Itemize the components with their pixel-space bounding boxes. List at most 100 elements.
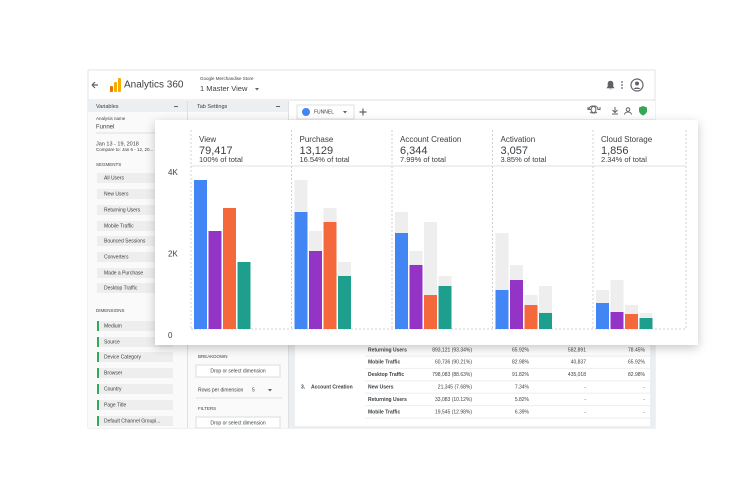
value-cell: 435,018 bbox=[568, 372, 586, 378]
step-total: 13,129 bbox=[300, 145, 334, 157]
table-body: Returning Users 893,121 (93.34%) 65.92% 582… bbox=[301, 347, 650, 419]
view-selector[interactable]: 1 Master View bbox=[200, 84, 248, 93]
tab-menu-arrow[interactable] bbox=[343, 111, 347, 114]
drop-placeholder: Drop or select dimension bbox=[210, 420, 266, 426]
collapse-icon[interactable] bbox=[276, 106, 280, 107]
dimension-chip[interactable] bbox=[97, 416, 173, 426]
y-tick-label: 4K bbox=[168, 168, 178, 177]
notifications-icon[interactable] bbox=[606, 80, 615, 90]
bar bbox=[194, 180, 207, 329]
view-dropdown-arrow[interactable] bbox=[255, 88, 259, 91]
analysis-name[interactable]: Funnel bbox=[96, 125, 114, 131]
segment-chip[interactable] bbox=[97, 268, 173, 278]
dimension-chip[interactable] bbox=[97, 352, 173, 362]
bar bbox=[495, 290, 509, 329]
dimension-marker bbox=[97, 352, 99, 362]
segment-chip[interactable] bbox=[97, 173, 173, 183]
dimension-label: Device Category bbox=[104, 354, 141, 360]
value-cell: 19,545 (12.98%) bbox=[435, 409, 472, 415]
step-share: 2.34% of total bbox=[601, 155, 647, 164]
dimensions-title: DIMENSIONS bbox=[96, 308, 125, 313]
date-range[interactable]: Jan 13 - 19, 2018 bbox=[96, 141, 139, 147]
step-share: 3.85% of total bbox=[501, 155, 547, 164]
segment-chip[interactable] bbox=[97, 221, 173, 231]
more-menu[interactable] bbox=[621, 81, 623, 89]
breakdown-title: BREAKDOWN bbox=[198, 354, 228, 359]
dimension-chip[interactable] bbox=[97, 337, 173, 347]
bar bbox=[323, 221, 337, 329]
dimension-marker bbox=[97, 321, 99, 331]
dimension-marker bbox=[97, 368, 99, 378]
dimension-label: Country bbox=[104, 386, 122, 392]
tab-settings-title: Tab Settings bbox=[197, 104, 228, 110]
segment-label: Bounced Sessions bbox=[104, 238, 146, 244]
value-cell: 91.82% bbox=[512, 372, 530, 378]
account-avatar[interactable] bbox=[630, 78, 644, 92]
segment-chip[interactable] bbox=[97, 205, 173, 215]
collapse-icon[interactable] bbox=[174, 106, 178, 107]
drop-placeholder: Drop or select dimension bbox=[210, 368, 266, 374]
step-total: 79,417 bbox=[199, 145, 233, 157]
value-cell: 33,083 (10.12%) bbox=[435, 397, 472, 403]
breakdown-drop-zone[interactable] bbox=[195, 364, 281, 378]
value-cell: 65.92% bbox=[628, 360, 646, 366]
dimension-chip[interactable] bbox=[97, 368, 173, 378]
add-tab-button[interactable] bbox=[359, 108, 367, 116]
y-tick-label: 2K bbox=[168, 250, 178, 259]
dimension-marker bbox=[97, 337, 99, 347]
rows-label: Rows per dimension bbox=[198, 387, 244, 393]
toolbar-icons[interactable] bbox=[587, 105, 632, 115]
step-total: 6,344 bbox=[400, 145, 428, 157]
bar bbox=[639, 317, 653, 329]
bar bbox=[208, 230, 222, 329]
bar bbox=[237, 262, 251, 329]
step-share: 100% of total bbox=[199, 155, 243, 164]
segments-title: SEGMENTS bbox=[96, 162, 121, 167]
segment-label: Converters bbox=[104, 254, 129, 260]
rows-dropdown-arrow[interactable] bbox=[268, 389, 272, 392]
segment-cell: Returning Users bbox=[368, 397, 407, 403]
dimension-chip[interactable] bbox=[97, 384, 173, 394]
segment-chip[interactable] bbox=[97, 189, 173, 199]
value-cell: 7.34% bbox=[515, 385, 530, 391]
tab-label: FUNNEL bbox=[314, 109, 334, 115]
segment-label: Returning Users bbox=[104, 207, 141, 213]
value-cell: 60,736 (90.21%) bbox=[435, 360, 472, 366]
value-cell: 6.39% bbox=[515, 409, 530, 415]
dimension-marker bbox=[97, 400, 99, 410]
dimension-chip[interactable] bbox=[97, 321, 173, 331]
dimension-label: Page Title bbox=[104, 402, 126, 408]
analysis-name-label: Analysis name bbox=[96, 116, 126, 121]
segment-chip[interactable] bbox=[97, 252, 173, 262]
step-number: 3. bbox=[301, 385, 306, 391]
step-name: Cloud Storage bbox=[601, 135, 653, 144]
rows-value[interactable]: 5 bbox=[252, 387, 255, 393]
funnel-tab[interactable] bbox=[296, 104, 355, 120]
step-share: 7.99% of total bbox=[400, 155, 446, 164]
value-cell: 78.45% bbox=[628, 347, 646, 353]
dimension-label: Browser bbox=[104, 370, 123, 376]
back-button[interactable] bbox=[91, 81, 98, 89]
bar bbox=[395, 232, 408, 329]
value-cell: 82.98% bbox=[628, 372, 646, 378]
filters-drop-zone[interactable] bbox=[195, 416, 281, 429]
segment-cell: Returning Users bbox=[368, 347, 407, 353]
step-name: Account Creation bbox=[400, 135, 461, 144]
dimension-label: Medium bbox=[104, 323, 122, 329]
value-cell: 5.82% bbox=[515, 397, 530, 403]
bar bbox=[510, 280, 523, 329]
step-total: 1,856 bbox=[601, 145, 629, 157]
y-tick-label: 0 bbox=[168, 331, 173, 340]
segment-chip[interactable] bbox=[97, 283, 173, 293]
dimension-chip[interactable] bbox=[97, 400, 173, 410]
value-cell: - bbox=[643, 385, 645, 391]
bar bbox=[625, 314, 638, 329]
bar bbox=[610, 312, 624, 329]
value-cell: 798,083 (88.63%) bbox=[432, 372, 472, 378]
bar bbox=[596, 303, 609, 329]
step-name: View bbox=[199, 135, 216, 144]
segment-chip[interactable] bbox=[97, 236, 173, 246]
variables-title: Variables bbox=[96, 104, 119, 110]
dimension-label: Source bbox=[104, 339, 120, 345]
